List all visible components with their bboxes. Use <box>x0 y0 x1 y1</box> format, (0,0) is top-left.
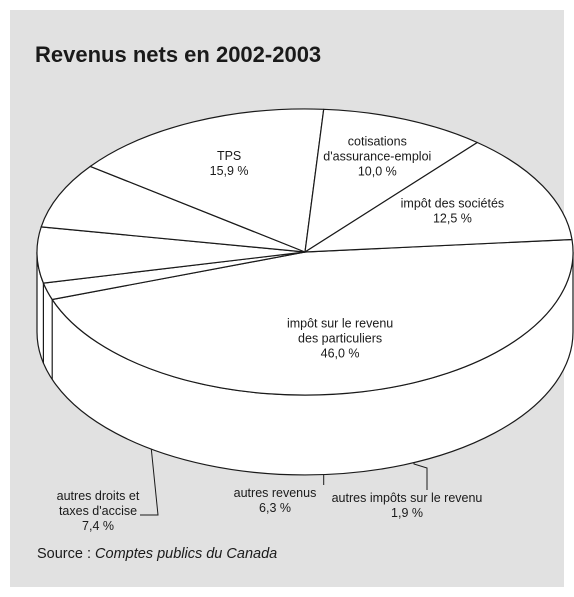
slice-label-2: autres impôts sur le revenu <box>332 491 483 505</box>
source-note: Source : Comptes publics du Canada <box>37 546 277 562</box>
pie-slice <box>304 108 478 253</box>
pie-slice <box>304 141 573 253</box>
source-prefix: Source : <box>37 546 96 562</box>
slice-label-7: 12,5 % <box>433 212 472 226</box>
slice-label-4: 7,4 % <box>82 519 114 533</box>
slice-label-6: cotisations <box>348 135 407 149</box>
slice-label-6: d'assurance-emploi <box>323 150 431 164</box>
slice-label-7: impôt des sociétés <box>401 197 505 211</box>
slice-label-4: autres droits et <box>57 489 140 503</box>
slice-label-6: 10,0 % <box>358 165 397 179</box>
slice-label-4: taxes d'accise <box>59 504 137 518</box>
slice-label-3: 6,3 % <box>259 501 291 515</box>
slice-label-5: TPS <box>217 149 241 163</box>
slice-label-1: des particuliers <box>298 332 382 346</box>
slice-label-1: 46,0 % <box>321 347 360 361</box>
pie-slice <box>51 238 574 396</box>
source-name: Comptes publics du Canada <box>95 546 278 562</box>
slice-label-3: autres revenus <box>234 486 317 500</box>
slice-label-5: 15,9 % <box>210 164 249 178</box>
slice-label-2: 1,9 % <box>391 506 423 520</box>
pie-slice <box>40 165 306 253</box>
slice-label-1: impôt sur le revenu <box>287 317 393 331</box>
chart-title: Revenus nets en 2002-2003 <box>35 42 322 67</box>
label-leader-line <box>140 449 159 516</box>
label-leader-line <box>413 462 428 490</box>
pie-slice <box>89 108 325 253</box>
